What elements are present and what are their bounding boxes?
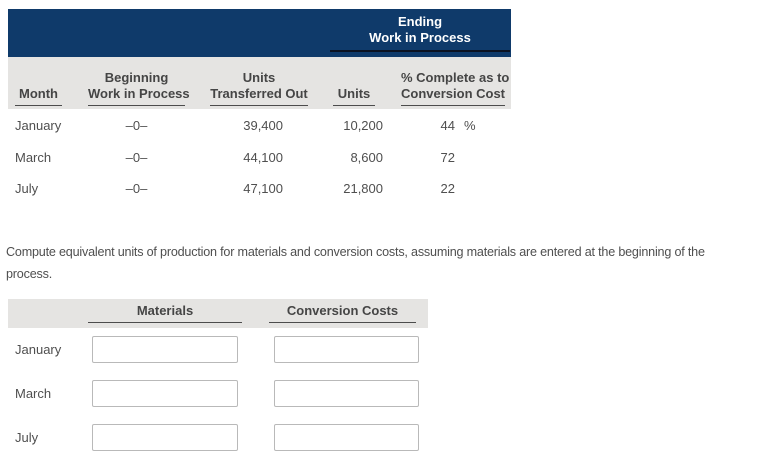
answer-row-january: January — [8, 336, 428, 363]
answer-row-label: January — [15, 342, 62, 357]
cell-units-transferred-out: 47,100 — [243, 181, 283, 196]
cell-percent-complete: 22 — [440, 181, 455, 196]
answer-row-label: March — [15, 386, 52, 401]
cell-percent-complete: 72 — [440, 150, 455, 165]
answer-row-label: July — [15, 430, 39, 445]
column-header-percent-complete: % Complete as to Conversion Cost — [401, 70, 509, 106]
materials-input-march[interactable] — [92, 380, 238, 407]
cell-units-transferred-out: 39,400 — [243, 118, 283, 133]
table-title-bar: Ending Work in Process — [8, 9, 511, 57]
materials-input-wrap — [92, 380, 238, 407]
conversion-costs-input-january[interactable] — [274, 336, 419, 363]
instruction-text: Compute equivalent units of production f… — [6, 241, 762, 285]
column-header-conversion-costs: Conversion Costs — [269, 303, 416, 323]
answer-column-header-row: Materials Conversion Costs — [8, 299, 428, 328]
answer-row-july: July — [8, 424, 428, 451]
cell-month: July — [15, 181, 39, 196]
materials-input-wrap — [92, 336, 238, 363]
column-header-month: Month — [15, 86, 62, 106]
percent-sign: % — [464, 118, 476, 133]
instruction-line2: process. — [6, 267, 52, 281]
cell-ending-units: 10,200 — [343, 118, 383, 133]
conversion-input-wrap — [274, 380, 419, 407]
table-row-january: January –0– 39,400 10,200 44 % — [8, 117, 511, 135]
conversion-input-wrap — [274, 424, 419, 451]
instruction-line1: Compute equivalent units of production f… — [6, 245, 705, 259]
column-header-beginning-wip: Beginning Work in Process — [88, 70, 190, 106]
cell-beginning-wip: –0– — [125, 118, 148, 133]
column-header-materials: Materials — [88, 303, 242, 323]
ending-wip-line1: Ending — [397, 14, 443, 29]
column-header-units-transferred-out: Units Transferred Out — [210, 70, 308, 106]
answer-row-march: March — [8, 380, 428, 407]
cell-month: January — [15, 118, 62, 133]
cell-ending-units: 8,600 — [350, 150, 383, 165]
cell-units-transferred-out: 44,100 — [243, 150, 283, 165]
table-row-july: July –0– 47,100 21,800 22 — [8, 180, 511, 198]
conversion-costs-input-july[interactable] — [274, 424, 419, 451]
column-header-ending-units: Units — [333, 86, 375, 106]
conversion-costs-input-march[interactable] — [274, 380, 419, 407]
materials-input-july[interactable] — [92, 424, 238, 451]
cell-ending-units: 21,800 — [343, 181, 383, 196]
cell-percent-complete: 44 — [440, 118, 455, 133]
cell-beginning-wip: –0– — [125, 150, 148, 165]
ending-wip-line2: Work in Process — [369, 30, 471, 45]
conversion-input-wrap — [274, 336, 419, 363]
materials-input-january[interactable] — [92, 336, 238, 363]
column-header-row: Month Beginning Work in Process Units Tr… — [8, 57, 511, 109]
ending-wip-group-header: Ending Work in Process — [330, 14, 510, 52]
materials-input-wrap — [92, 424, 238, 451]
table-row-march: March –0– 44,100 8,600 72 — [8, 149, 511, 167]
cell-beginning-wip: –0– — [125, 181, 148, 196]
cell-month: March — [15, 150, 52, 165]
